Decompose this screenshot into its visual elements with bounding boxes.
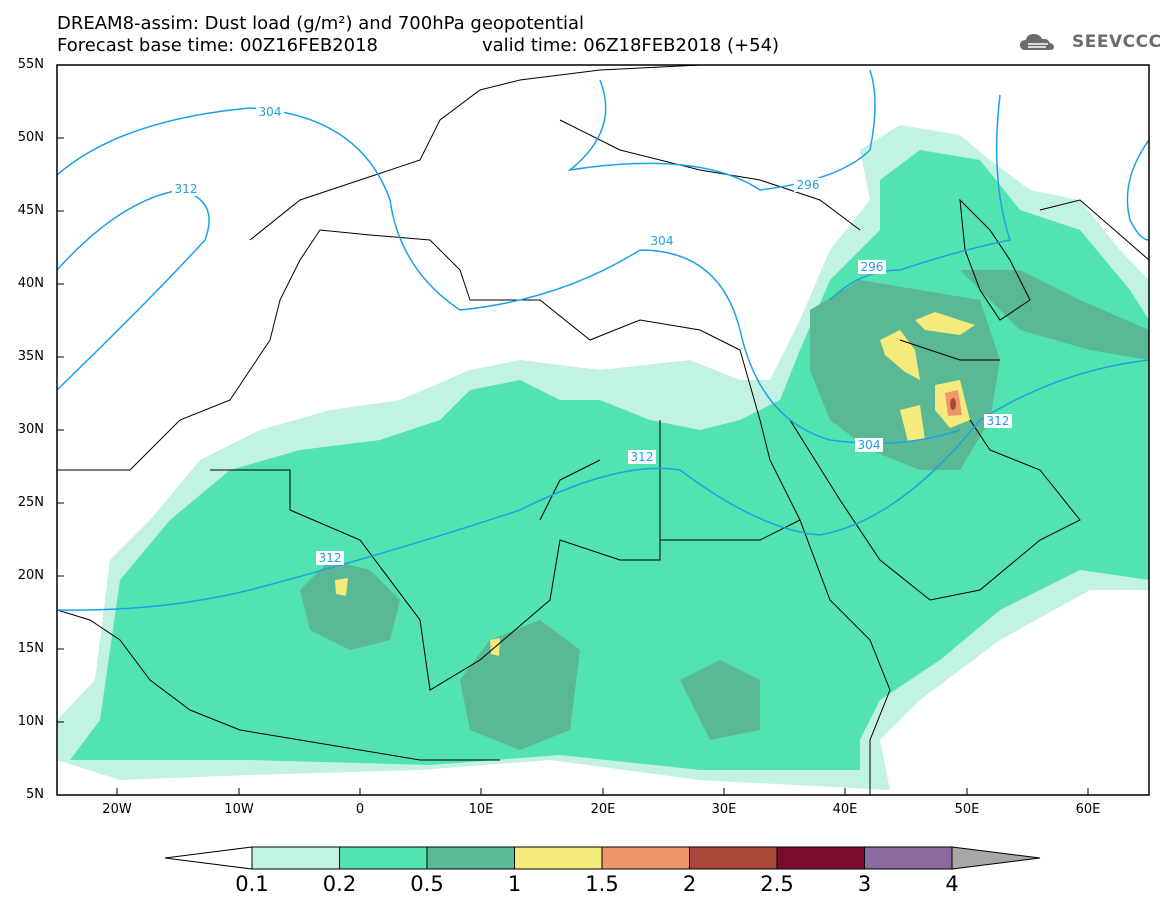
contour-label-296-turkey: 296 <box>858 260 886 274</box>
dust-shade-2 <box>950 398 956 410</box>
colorbar-label: 0.1 <box>235 872 269 896</box>
contour-label-text: 312 <box>987 414 1010 428</box>
contour-label-text: 304 <box>259 105 282 119</box>
contour-label-312-west: 312 <box>172 182 200 196</box>
colorbar-label: 0.2 <box>322 872 357 896</box>
colorbar-label: 2 <box>682 872 697 896</box>
contour-label-text: 304 <box>858 438 881 452</box>
contour-label-304-west: 304 <box>256 105 284 119</box>
lat-label: 20N <box>17 568 44 583</box>
contour-label-text: 312 <box>175 182 198 196</box>
colorbar-label: 1 <box>507 872 522 896</box>
coastline-caspian <box>959 198 1031 321</box>
map-title: DREAM8-assim: Dust load (g/m²) and 700hP… <box>57 13 584 34</box>
contour-312-south <box>57 359 1149 611</box>
lon-label: 20E <box>590 802 616 817</box>
contour-label-296-north: 296 <box>794 178 822 192</box>
cloud-logo-icon <box>1020 34 1054 50</box>
contour-label-text: 296 <box>797 178 820 192</box>
dust-shade-1-e <box>900 405 925 442</box>
lat-label: 25N <box>17 495 44 510</box>
colorbar-label: 0.5 <box>410 872 444 896</box>
coastline-west-africa <box>57 609 500 761</box>
lat-label: 15N <box>17 641 44 656</box>
contour-label-304-balkans: 304 <box>648 234 676 248</box>
lon-label: 10E <box>468 802 494 817</box>
colorbar-label: 4 <box>945 872 959 896</box>
lat-label: 30N <box>17 422 44 437</box>
dust-shade-1-d <box>915 312 975 335</box>
contour-label-text: 304 <box>651 234 674 248</box>
dust-shade-1-c <box>880 330 920 380</box>
colorbar-label: 1.5 <box>585 872 619 896</box>
dust-shade-0.5-chad <box>460 620 580 750</box>
dust-shade-1-a <box>335 578 348 596</box>
lat-label: 55N <box>17 57 44 72</box>
contour-label-text: 296 <box>861 260 884 274</box>
border-east <box>660 199 1149 541</box>
contour-296-east <box>829 94 1011 301</box>
contour-312-west <box>57 189 210 391</box>
lat-label: 35N <box>17 349 44 364</box>
contour-label-304-iraq: 304 <box>855 438 883 452</box>
lat-label: 45N <box>17 203 44 218</box>
lat-label: 10N <box>17 714 44 729</box>
colorbar-label: 3 <box>857 872 872 896</box>
lon-label: 10W <box>224 802 254 817</box>
lon-label: 60E <box>1075 802 1101 817</box>
coastline-europe-africa <box>57 229 891 795</box>
contour-label-312-egypt: 312 <box>628 450 656 464</box>
lat-label: 5N <box>26 787 44 802</box>
dust-shade-0.5-sudan <box>680 660 760 740</box>
lon-label: 30E <box>711 802 737 817</box>
contour-label-312-iran: 312 <box>984 414 1012 428</box>
lat-label: 50N <box>17 130 44 145</box>
coastline-north <box>249 65 861 241</box>
contour-right-edge <box>1126 139 1149 241</box>
dust-shade-0.5-west <box>300 560 400 650</box>
forecast-base-time: Forecast base time: 00Z16FEB2018 <box>57 35 378 56</box>
lon-label: 40E <box>832 802 858 817</box>
coastline-arabia <box>789 419 1081 601</box>
lon-label: 50E <box>954 802 980 817</box>
contour-label-text: 312 <box>631 450 654 464</box>
lon-label: 0 <box>355 802 365 817</box>
colorbar-label: 2.5 <box>760 872 794 896</box>
lon-label: 20W <box>102 802 132 817</box>
logo-text: SEEVCCC <box>1072 32 1162 52</box>
contour-label-312-mali: 312 <box>316 551 344 565</box>
lat-label: 40N <box>17 276 44 291</box>
dust-shade-0.5-iran <box>960 270 1149 360</box>
axis-ticks <box>57 64 1089 795</box>
contour-label-text: 312 <box>319 551 342 565</box>
border-sahara <box>210 420 661 691</box>
contour-296 <box>567 69 876 191</box>
valid-time: valid time: 06Z18FEB2018 (+54) <box>482 35 780 56</box>
contour-304-west <box>57 107 961 445</box>
